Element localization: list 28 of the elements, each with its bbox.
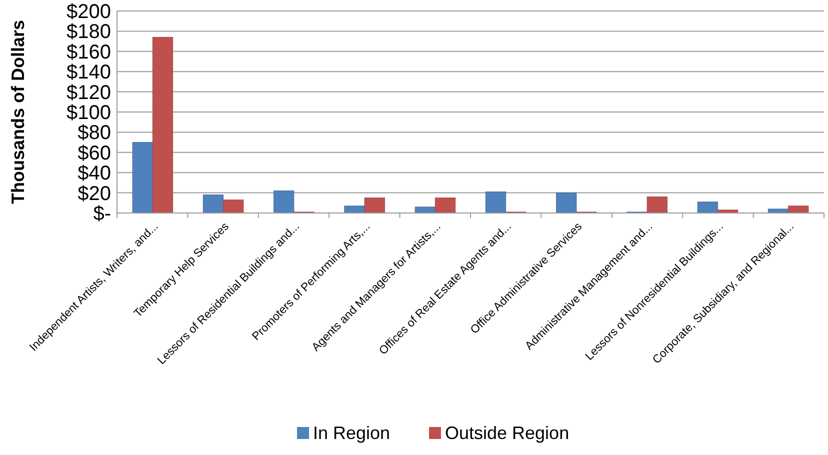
y-tick-label: $80 — [78, 122, 111, 144]
bar — [202, 194, 224, 214]
bar — [485, 192, 506, 214]
y-tick-label: $140 — [66, 62, 111, 84]
legend-label: In Region — [313, 423, 390, 443]
bar — [223, 200, 244, 214]
bar — [364, 198, 385, 214]
y-tick-label: $100 — [66, 102, 111, 124]
bar — [152, 37, 174, 214]
bar — [274, 190, 294, 214]
bar — [646, 196, 668, 214]
bar — [414, 206, 436, 214]
bar — [132, 142, 153, 214]
y-tick-label: $160 — [66, 41, 111, 64]
y-axis-title: Thousands of Dollars — [8, 20, 28, 204]
legend-label: Outside Region — [445, 423, 570, 443]
y-tick-label: $20 — [78, 182, 111, 205]
bar — [344, 206, 365, 214]
y-tick-label: $120 — [66, 82, 111, 104]
y-tick-label: $180 — [66, 21, 111, 44]
y-tick-label: $40 — [78, 162, 111, 185]
y-tick-label: $60 — [78, 142, 111, 164]
y-tick-label: $200 — [66, 1, 111, 23]
bar — [788, 206, 809, 214]
bar — [697, 202, 718, 214]
bar — [556, 192, 577, 214]
bar — [434, 198, 456, 214]
y-tick-label: $- — [93, 203, 111, 225]
